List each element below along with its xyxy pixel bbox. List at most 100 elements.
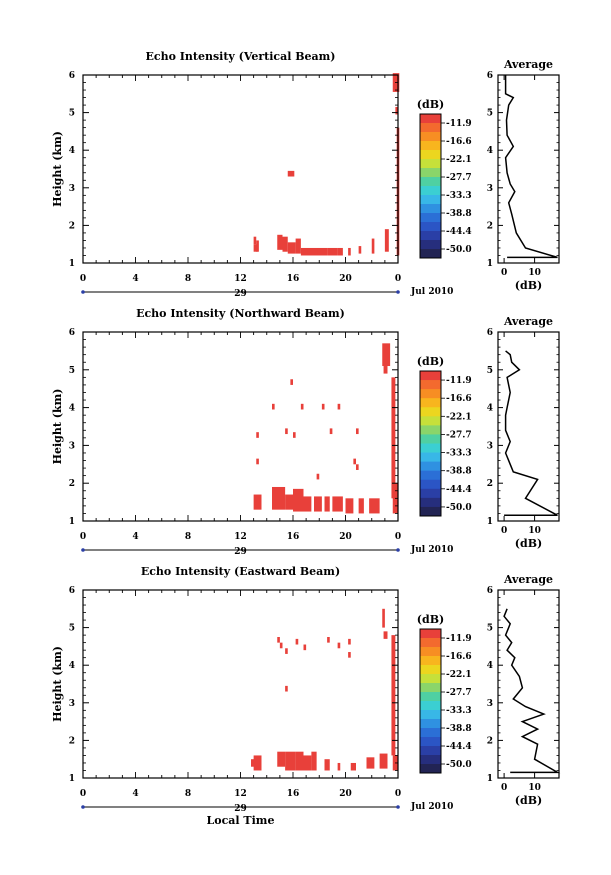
x-tick-label: 20 [339,532,352,542]
y-tick-label: 2 [69,221,75,231]
date-label: Jul 2010 [410,287,453,297]
date-day-label: 29 [234,289,247,299]
avg-y-tick-label: 5 [487,624,493,634]
plot-frame [82,74,399,264]
colorbar-segment [420,452,441,463]
colorbar-label: -38.8 [446,724,472,734]
data-cell [395,106,398,115]
x-tick-label: 20 [339,274,352,284]
data-cell [324,759,330,771]
average-panel: Average 1 2 3 4 5 6 0 10(dB) [487,315,560,550]
data-cell [303,755,312,771]
colorbar-segment [420,755,441,765]
y-tick-label: 3 [69,184,75,194]
colorbar-segment [420,674,441,684]
data-cell [327,247,338,256]
avg-y-tick-label: 2 [487,221,493,231]
colorbar-frame [419,113,442,259]
colorbar-segment [420,461,441,472]
colorbar-label: -33.3 [446,191,472,201]
avg-x-label: (dB) [515,794,542,807]
avg-y-tick-label: 6 [487,328,493,338]
colorbar-segment [420,425,441,435]
colorbar-label: -44.4 [446,485,472,495]
date-bar-end [81,548,85,552]
x-axis-label: Local Time [207,814,275,827]
data-cell [285,685,288,692]
avg-y-tick-label: 5 [487,109,493,119]
colorbar-segment [420,443,441,454]
data-cell [329,428,333,435]
average-profile-line [504,350,558,517]
avg-x-tick-label: 0 [501,526,507,536]
colorbar-segment [420,159,441,169]
data-cell [348,247,351,256]
x-tick-label: 16 [287,532,300,542]
data-cell [356,464,359,470]
colorbar-frame [419,370,442,517]
colorbar-label: -33.3 [446,706,472,716]
data-cell [345,498,354,514]
panel-1: Echo Intensity (Vertical Beam)123456Heig… [51,50,560,299]
data-cell [324,496,330,512]
x-tick-label: 0 [80,789,86,799]
x-tick-label: 12 [234,789,247,799]
colorbar-label: -38.8 [446,467,472,477]
data-cell [272,403,275,410]
data-cell [350,762,356,771]
panel-title: Echo Intensity (Northward Beam) [136,307,345,320]
data-cell [383,631,388,639]
colorbar-label: -33.3 [446,449,472,459]
colorbar-segment [420,728,441,738]
y-axis-label: Height (km) [51,131,64,207]
colorbar-segment [420,488,441,499]
data-cell [384,229,389,252]
date-day-label: 29 [234,804,247,814]
colorbar-segment [420,195,441,205]
colorbar-segment [420,249,441,259]
average-title: Average [503,315,553,328]
x-tick-label: 4 [132,789,138,799]
y-tick-label: 5 [69,109,75,119]
colorbar-label: -22.1 [446,412,472,422]
heatmap-cells [253,343,398,514]
y-tick-label: 1 [69,774,75,784]
avg-y-tick-label: 6 [487,71,493,81]
panel-title: Echo Intensity (Eastward Beam) [141,565,340,578]
x-tick-label: 8 [185,789,191,799]
colorbar-segment [420,692,441,702]
heatmap-cells [253,73,400,256]
avg-x-label: (dB) [515,537,542,550]
average-frame [497,331,560,522]
colorbar-segment [420,497,441,508]
colorbar-segment [420,710,441,720]
colorbar-segment [420,150,441,160]
data-cell [327,637,330,643]
plot-frame [82,331,399,522]
avg-x-tick-label: 10 [528,783,541,793]
colorbar-segment [420,398,441,408]
data-cell [277,751,286,767]
colorbar-label: -27.7 [446,430,472,440]
x-tick-label: 0 [395,532,401,542]
colorbar-segment [420,407,441,417]
colorbar-segment [420,222,441,232]
average-title: Average [503,573,553,586]
x-tick-label: 4 [132,274,138,284]
y-tick-label: 4 [69,404,75,414]
colorbar-unit: (dB) [417,98,444,111]
y-tick-label: 1 [69,517,75,527]
colorbar-segment [420,186,441,196]
colorbar-label: -11.9 [446,119,472,129]
data-cell [371,238,375,254]
data-cell [256,458,259,465]
average-panel: Average 1 2 3 4 5 6 0 10(dB) [487,573,561,807]
avg-y-tick-label: 4 [487,146,493,156]
data-cell [303,496,312,512]
average-title: Average [503,58,553,71]
y-tick-label: 1 [69,259,75,269]
colorbar-label: -11.9 [446,376,472,386]
colorbar-segment [420,434,441,444]
colorbar-segment [420,168,441,178]
